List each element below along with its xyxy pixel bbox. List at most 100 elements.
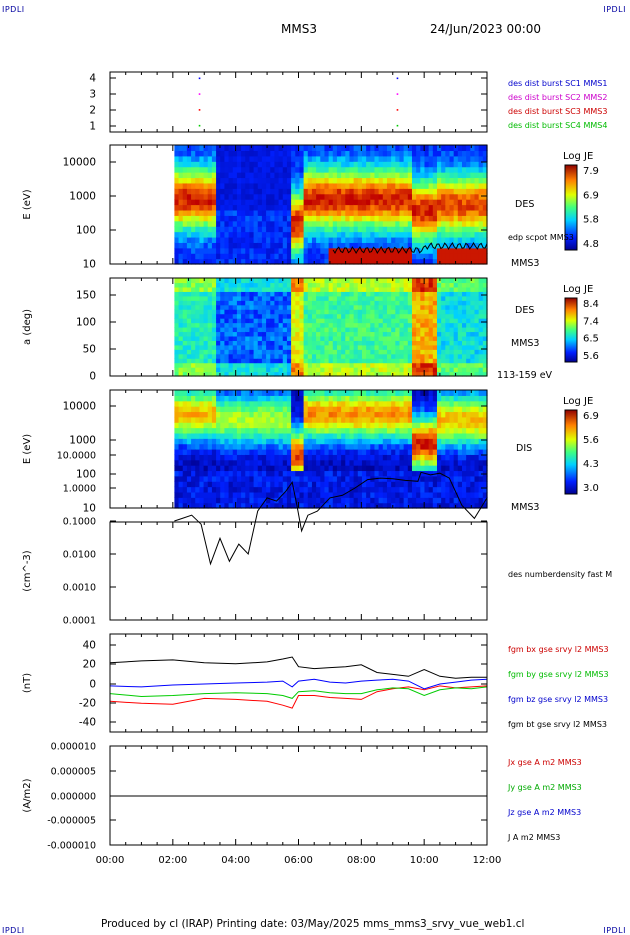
des_pitch-ytick-label: 100: [76, 317, 96, 329]
dis_energy-colorbar-tick: 5.6: [583, 435, 599, 446]
burst-point: [397, 125, 399, 127]
density-ytick-label: 0.0100: [63, 550, 96, 561]
des_energy-colorbar-tick: 6.9: [583, 190, 599, 201]
burst-ytick-label: 1: [89, 121, 96, 133]
fgm-legend-1: fgm bx gse srvy l2 MMS3: [508, 645, 609, 654]
burst-legend-1: des dist burst SC1 MMS1: [508, 79, 607, 88]
burst-point: [397, 93, 399, 95]
scpot-label: edp scpot MMS3: [508, 233, 574, 242]
des_pitch-colorbar-tick: 7.4: [583, 316, 599, 327]
current-ytick-label: 0.000005: [51, 767, 96, 778]
current-legend-4: J A m2 MMS3: [508, 833, 560, 842]
dis_energy-spectrogram: [174, 390, 487, 509]
dis-energy-sc-label: MMS3: [511, 502, 539, 513]
des_pitch-ylabel: a (deg): [22, 309, 33, 345]
density-ylabel: (cm^-3): [22, 550, 33, 591]
des_energy-ylabel: E (eV): [22, 189, 33, 219]
xtick-label: 10:00: [410, 855, 439, 866]
des_pitch-ytick-label: 150: [76, 290, 96, 302]
current-ytick-label: 0.000000: [51, 792, 96, 803]
fgm-legend-4: fgm bt gse srvy l2 MMS3: [508, 720, 607, 729]
xtick-label: 12:00: [473, 855, 502, 866]
dis_energy-colorbar-tick: 4.3: [583, 459, 599, 470]
fgm-series-line-0: [110, 686, 487, 708]
burst-ytick-label: 4: [89, 73, 96, 85]
burst-point: [397, 78, 399, 80]
current-legend-2: Jy gse A m2 MMS3: [508, 783, 582, 792]
dis_energy-colorbar-tick: 6.9: [583, 411, 599, 422]
density-ytick-label: 10.0000: [57, 451, 96, 462]
fgm-ytick-label: 0: [89, 679, 96, 691]
density-frame: [110, 522, 487, 620]
dis_energy-colorbar: [565, 410, 577, 494]
des_energy-ytick-label: 1000: [69, 191, 96, 203]
des_energy-colorbar-tick: 7.9: [583, 166, 599, 177]
current-legend-1: Jx gse A m2 MMS3: [508, 758, 582, 767]
xtick-label: 00:00: [96, 855, 125, 866]
density-ytick-label: 0.1000: [63, 517, 96, 528]
burst-ytick-label: 2: [89, 105, 96, 117]
des-energy-label: DES: [515, 199, 534, 210]
burst-ytick-label: 3: [89, 89, 96, 101]
dis_energy-ytick-label: 100: [76, 469, 96, 481]
fgm-series-line-2: [110, 679, 487, 689]
des_energy-ytick-label: 100: [76, 225, 96, 237]
fgm-ytick-label: 40: [83, 640, 96, 652]
dis_energy-colorbar-title: Log JE: [563, 396, 593, 407]
burst-frame: [110, 72, 487, 132]
current-ytick-label: -0.000005: [47, 816, 96, 827]
burst-point: [199, 125, 201, 127]
des_energy-colorbar-tick: 5.8: [583, 215, 599, 226]
des_pitch-colorbar-tick: 8.4: [583, 299, 599, 310]
density-ytick-label: 0.0001: [63, 616, 96, 627]
dis_energy-ytick-label: 1000: [69, 435, 96, 447]
des_pitch-colorbar: [565, 298, 577, 362]
des_pitch-colorbar-tick: 6.5: [583, 334, 599, 345]
des-pitch-sc-label: MMS3: [511, 338, 539, 349]
fgm-ytick-label: -40: [79, 717, 96, 729]
current-ytick-label: -0.000010: [47, 841, 96, 852]
current-legend-3: Jz gse A m2 MMS3: [508, 808, 581, 817]
fgm-series-line-3: [110, 657, 487, 678]
dis_energy-ytick-label: 10: [83, 503, 96, 515]
des_pitch-colorbar-tick: 5.6: [583, 351, 599, 362]
des_energy-colorbar-title: Log JE: [563, 151, 593, 162]
density-ytick-label: 0.0010: [63, 583, 96, 594]
fgm-legend-2: fgm by gse srvy l2 MMS3: [508, 670, 609, 679]
fgm-legend-3: fgm bz gse srvy l2 MMS3: [508, 695, 608, 704]
des_pitch-ytick-label: 0: [89, 371, 96, 383]
fgm-ytick-label: -20: [79, 698, 96, 710]
xtick-label: 08:00: [347, 855, 376, 866]
des_pitch-spectrogram: [174, 278, 487, 377]
dis-energy-label: DIS: [516, 443, 532, 454]
des-pitch-label: DES: [515, 305, 534, 316]
dis_energy-ylabel: E (eV): [22, 434, 33, 464]
burst-legend-4: des dist burst SC4 MMS4: [508, 121, 607, 130]
des_pitch-ytick-label: 50: [83, 344, 96, 356]
fgm-ytick-label: 20: [83, 659, 96, 671]
current-ytick-label: 0.000010: [51, 742, 96, 753]
burst-point: [199, 78, 201, 80]
burst-legend-3: des dist burst SC3 MMS3: [508, 107, 607, 116]
burst-point: [199, 93, 201, 95]
des_energy-spectrogram: [174, 145, 487, 265]
xtick-label: 04:00: [221, 855, 250, 866]
footer-credit: Produced by cl (IRAP) Printing date: 03/…: [101, 918, 524, 930]
burst-point: [397, 109, 399, 111]
fgm-ylabel: (nT): [22, 673, 33, 693]
xtick-label: 06:00: [284, 855, 313, 866]
burst-legend-2: des dist burst SC2 MMS2: [508, 93, 607, 102]
dis_energy-colorbar-tick: 3.0: [583, 483, 599, 494]
burst-point: [199, 109, 201, 111]
des-pitch-energy-range: 113-159 eV: [497, 370, 552, 381]
current-ylabel: (A/m2): [22, 778, 33, 812]
des_energy-ytick-label: 10: [83, 259, 96, 271]
des-energy-sc-label: MMS3: [511, 258, 539, 269]
density-legend: des numberdensity fast M: [508, 570, 612, 579]
xtick-label: 02:00: [158, 855, 187, 866]
fgm-frame: [110, 634, 487, 732]
des_energy-colorbar-tick: 4.8: [583, 239, 599, 250]
des_energy-ytick-label: 10000: [63, 157, 96, 169]
density-ytick-label: 1.0000: [63, 484, 96, 495]
